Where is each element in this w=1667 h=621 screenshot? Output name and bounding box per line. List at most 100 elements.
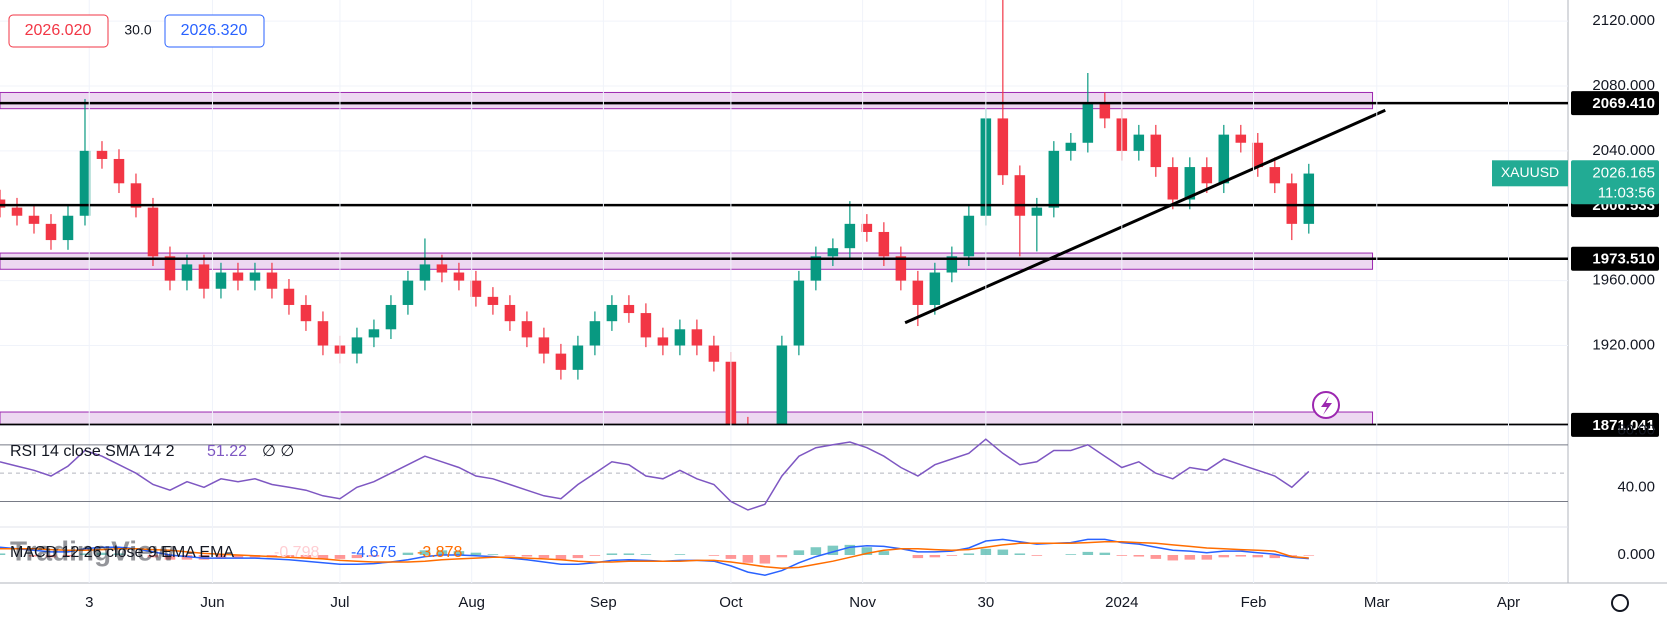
- histogram-bar: [844, 544, 856, 555]
- candle-body: [946, 256, 958, 273]
- histogram-bar: [300, 555, 312, 559]
- x-tick-label: Apr: [1497, 594, 1520, 611]
- symbol-badge: [1492, 160, 1568, 187]
- candle-body: [929, 272, 941, 305]
- x-tick-label: Oct: [719, 594, 743, 611]
- histogram-bar: [606, 553, 618, 555]
- histogram-bar: [1303, 555, 1315, 556]
- bid-box[interactable]: [8, 14, 109, 48]
- last-price: 2026.165: [1592, 164, 1655, 181]
- candle-body: [79, 150, 91, 216]
- x-tick-label: 2024: [1105, 594, 1138, 611]
- spread: 30.0: [124, 22, 151, 38]
- histogram-bar: [878, 551, 890, 555]
- histogram-bar: [113, 553, 125, 555]
- candle-body: [470, 280, 482, 297]
- histogram-bar: [147, 555, 159, 558]
- histogram-bar: [504, 555, 516, 556]
- histogram-bar: [725, 555, 737, 559]
- candle-body: [1269, 167, 1281, 184]
- level-label-box: [1571, 91, 1659, 116]
- x-tick-label: Jul: [330, 594, 349, 611]
- candle-body: [1167, 167, 1179, 200]
- candle-body: [1303, 173, 1315, 224]
- histogram-bar: [1065, 554, 1077, 555]
- candle-body: [1252, 142, 1264, 168]
- candle-body: [1048, 150, 1060, 208]
- candle-body: [844, 223, 856, 249]
- histogram-bar: [980, 548, 992, 555]
- histogram-bar: [419, 550, 431, 555]
- candle-body: [28, 215, 40, 224]
- level-label-box: [1571, 412, 1659, 437]
- candle-body: [1218, 134, 1230, 184]
- histogram-bar: [589, 555, 601, 556]
- level-label: 1871.041: [1592, 417, 1655, 434]
- candle-body: [62, 215, 74, 241]
- histogram-bar: [215, 555, 227, 559]
- x-tick-label: Sep: [590, 594, 617, 611]
- histogram-bar: [96, 552, 108, 555]
- histogram-bar: [0, 553, 6, 555]
- candle-body: [11, 207, 23, 216]
- histogram-bar: [759, 555, 771, 564]
- ask-price: 2026.320: [181, 22, 248, 39]
- candle-body: [113, 158, 125, 184]
- histogram-bar: [1031, 555, 1043, 556]
- histogram-bar: [1099, 552, 1111, 555]
- candle-body: [623, 304, 635, 314]
- pane: [0, 538, 1315, 576]
- candle-body: [198, 264, 210, 289]
- candle-body: [589, 321, 601, 346]
- macd-line: [0, 541, 1309, 569]
- histogram-bar: [742, 555, 754, 563]
- y-tick-label: 0.000: [1617, 546, 1655, 563]
- candle-body: [963, 215, 975, 257]
- candle-body: [861, 223, 873, 232]
- histogram-bar: [1201, 555, 1213, 560]
- candle-body: [657, 337, 669, 346]
- level-label: 1973.510: [1592, 251, 1655, 268]
- settings-icon[interactable]: [1611, 594, 1629, 612]
- candle-body: [1065, 142, 1077, 151]
- y-tick-label: 1920.000: [1592, 336, 1655, 353]
- candle-body: [538, 337, 550, 354]
- candle-body: [1201, 167, 1213, 184]
- candle-body: [1150, 134, 1162, 168]
- candle-body: [1014, 175, 1026, 216]
- x-tick-label: Feb: [1241, 594, 1267, 611]
- candle-body: [232, 272, 244, 281]
- y-tick-label: 40.00: [1617, 478, 1655, 495]
- candle-body: [164, 256, 176, 281]
- candle-body: [317, 321, 329, 346]
- zone: [0, 91, 1374, 110]
- histogram-bar: [453, 551, 465, 555]
- indicator-title: MACD 12 26 close 9 EMA EMA: [10, 544, 234, 561]
- histogram-bar: [708, 555, 720, 556]
- histogram-bar: [640, 554, 652, 555]
- histogram-bar: [1014, 553, 1026, 555]
- histogram-bar: [232, 555, 244, 559]
- candle-body: [640, 313, 652, 338]
- y-tick-label: 80.00: [1617, 422, 1655, 439]
- histogram-bar: [827, 545, 839, 555]
- ask-box[interactable]: [164, 14, 265, 48]
- candle-body: [215, 272, 227, 289]
- countdown: 11:03:56: [1598, 184, 1655, 201]
- y-tick-label: 1960.000: [1592, 272, 1655, 289]
- histogram-bar: [164, 555, 176, 560]
- histogram-bar: [1286, 555, 1298, 556]
- histogram-bar: [436, 550, 448, 555]
- indicator-value: -0.798: [274, 544, 319, 561]
- candle-body: [181, 264, 193, 281]
- candle-body: [419, 264, 431, 281]
- bid-price: 2026.020: [25, 22, 92, 39]
- histogram-bar: [623, 553, 635, 555]
- histogram-bar: [351, 555, 363, 559]
- candle-body: [555, 353, 567, 370]
- candle-body: [283, 288, 295, 305]
- x-tick-label: Jun: [200, 594, 224, 611]
- histogram-bar: [28, 555, 40, 557]
- candle-body: [674, 329, 686, 346]
- rsi-line: [0, 438, 1310, 511]
